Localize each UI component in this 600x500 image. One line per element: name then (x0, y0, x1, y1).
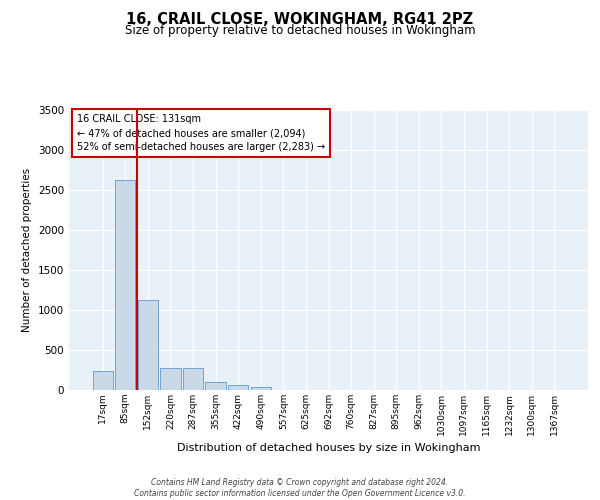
Bar (205, 382, 226, 390)
Y-axis label: Number of detached properties: Number of detached properties (22, 168, 32, 332)
Text: 16, CRAIL CLOSE, WOKINGHAM, RG41 2PZ: 16, CRAIL CLOSE, WOKINGHAM, RG41 2PZ (127, 12, 473, 28)
Text: Contains HM Land Registry data © Crown copyright and database right 2024.
Contai: Contains HM Land Registry data © Crown c… (134, 478, 466, 498)
Bar (251, 387, 271, 390)
Bar (160, 368, 181, 390)
Bar (92, 371, 113, 390)
Bar (228, 385, 248, 390)
Bar (115, 180, 136, 390)
X-axis label: Distribution of detached houses by size in Wokingham: Distribution of detached houses by size … (177, 443, 480, 453)
Bar (138, 300, 158, 390)
Text: 16 CRAIL CLOSE: 131sqm
← 47% of detached houses are smaller (2,094)
52% of semi-: 16 CRAIL CLOSE: 131sqm ← 47% of detached… (77, 114, 325, 152)
Bar (183, 368, 203, 390)
Text: Size of property relative to detached houses in Wokingham: Size of property relative to detached ho… (125, 24, 475, 37)
